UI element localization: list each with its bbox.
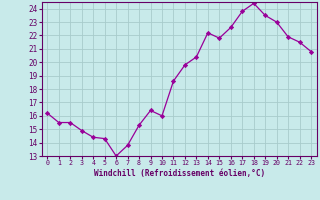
X-axis label: Windchill (Refroidissement éolien,°C): Windchill (Refroidissement éolien,°C) <box>94 169 265 178</box>
